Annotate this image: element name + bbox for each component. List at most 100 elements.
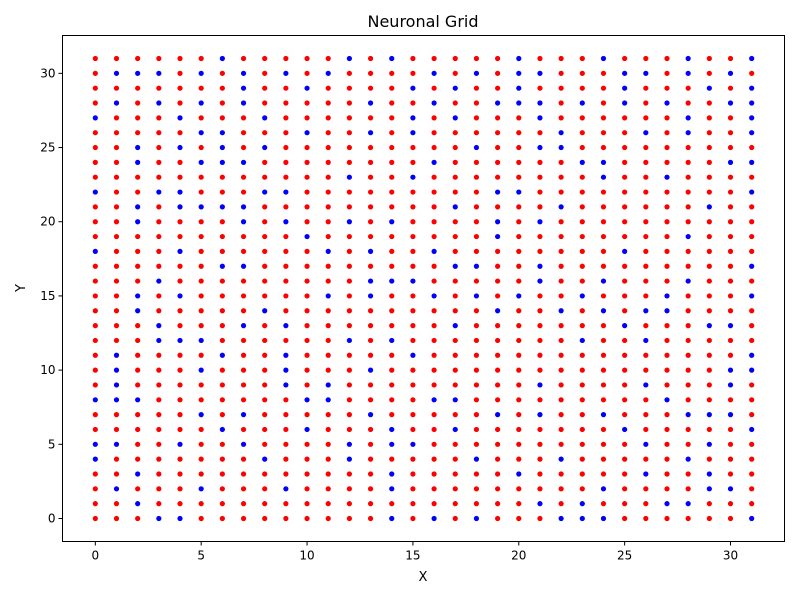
point-red (177, 263, 183, 269)
point-red (156, 263, 162, 269)
point-red (304, 501, 310, 507)
point-blue (706, 412, 712, 418)
point-red (664, 515, 670, 522)
point-red (431, 263, 437, 269)
point-red (367, 189, 374, 195)
point-red (283, 248, 289, 254)
point-blue (749, 263, 755, 269)
point-red (643, 55, 649, 62)
point-red (558, 70, 564, 76)
point-red (92, 501, 98, 507)
point-red (495, 174, 501, 180)
point-blue (664, 397, 670, 403)
point-red (304, 412, 310, 418)
point-red (367, 233, 374, 240)
point-red (643, 233, 649, 240)
point-blue (706, 471, 712, 477)
point-red (685, 382, 691, 388)
point-red (156, 233, 162, 240)
point-red (346, 486, 352, 492)
y-tick-label: 10 (40, 363, 55, 377)
point-blue (262, 189, 268, 195)
point-blue (558, 204, 564, 210)
point-blue (516, 471, 522, 477)
point-red (240, 144, 247, 151)
point-blue (685, 456, 691, 462)
point-red (558, 352, 564, 358)
point-red (622, 367, 628, 373)
point-red (685, 100, 691, 106)
point-blue (304, 233, 310, 240)
point-red (219, 412, 225, 418)
point-red (92, 382, 98, 388)
point-red (389, 189, 395, 195)
x-axis-label: X (419, 570, 428, 585)
point-red (219, 367, 225, 373)
point-red (346, 278, 352, 284)
point-red (346, 159, 352, 165)
point-red (325, 144, 331, 151)
point-red (622, 293, 628, 299)
point-blue (600, 278, 607, 284)
point-red (706, 367, 712, 373)
point-red (664, 323, 670, 329)
point-red (325, 426, 331, 433)
point-red (219, 278, 225, 284)
point-red (389, 352, 395, 358)
point-blue (558, 515, 564, 522)
point-blue (240, 85, 247, 91)
point-red (367, 308, 374, 314)
point-red (92, 337, 98, 344)
y-tick-label: 20 (40, 215, 55, 229)
point-blue (367, 412, 374, 418)
point-red (600, 248, 607, 254)
point-red (156, 486, 162, 492)
point-red (219, 397, 225, 403)
point-blue (452, 263, 458, 269)
point-blue (177, 144, 183, 151)
point-red (706, 174, 712, 180)
point-red (558, 412, 564, 418)
point-blue (431, 70, 437, 76)
point-red (92, 55, 98, 62)
point-red (240, 471, 247, 477)
point-blue (410, 174, 416, 180)
point-red (431, 486, 437, 492)
point-red (452, 278, 458, 284)
point-red (135, 263, 141, 269)
point-red (113, 263, 120, 269)
point-red (177, 85, 183, 91)
point-red (622, 174, 628, 180)
point-red (283, 263, 289, 269)
point-red (643, 263, 649, 269)
point-blue (346, 219, 352, 225)
y-axis-ticks: 0 5 10 15 20 25 30 (40, 66, 63, 526)
point-blue (283, 219, 289, 225)
point-red (431, 204, 437, 210)
point-red (262, 412, 268, 418)
point-red (516, 115, 522, 121)
point-red (452, 70, 458, 76)
point-red (113, 471, 120, 477)
point-red (537, 471, 543, 477)
point-blue (367, 367, 374, 373)
point-red (749, 70, 755, 76)
point-blue (135, 219, 141, 225)
point-red (431, 367, 437, 373)
point-red (262, 174, 268, 180)
point-red (643, 397, 649, 403)
point-red (304, 293, 310, 299)
point-red (473, 278, 480, 284)
point-red (113, 85, 120, 91)
point-blue (706, 204, 712, 210)
point-red (92, 233, 98, 240)
point-red (537, 367, 543, 373)
point-blue (749, 159, 755, 165)
point-red (198, 501, 204, 507)
point-blue (643, 441, 649, 447)
point-red (579, 441, 585, 447)
point-blue (283, 189, 289, 195)
point-red (283, 337, 289, 344)
point-blue (452, 115, 458, 121)
point-red (389, 456, 395, 462)
